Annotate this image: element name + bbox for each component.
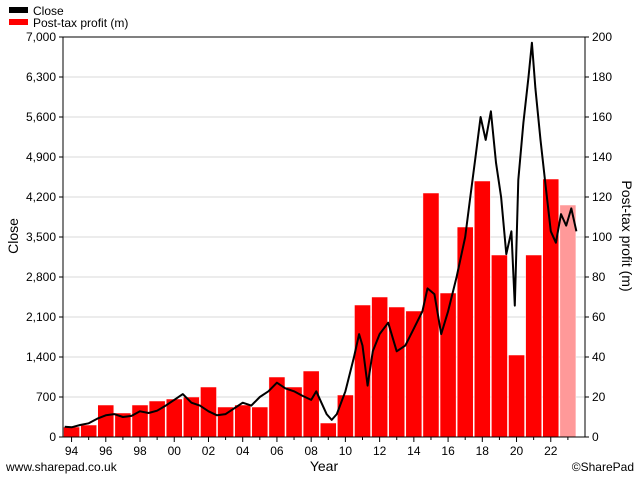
legend-label-close: Close (33, 4, 64, 18)
y-left-tick-label: 2,800 (26, 270, 56, 284)
x-tick-label: 22 (544, 444, 558, 458)
x-tick-label: 94 (65, 444, 79, 458)
y-left-tick-label: 0 (49, 430, 56, 444)
profit-bar (388, 306, 406, 438)
y-right-tick-label: 200 (592, 30, 612, 44)
profit-bar (80, 424, 97, 438)
x-tick-label: 18 (476, 444, 490, 458)
profit-bar (474, 180, 491, 438)
x-tick-label: 10 (339, 444, 353, 458)
profit-bar (371, 296, 388, 438)
y-left-tick-label: 6,300 (26, 70, 56, 84)
close-line-group (64, 41, 578, 429)
x-tick-label: 08 (304, 444, 318, 458)
legend-swatch-close (9, 7, 28, 13)
x-tick-label: 20 (510, 444, 524, 458)
y-right-tick-label: 60 (592, 310, 606, 324)
y-right-tick-label: 20 (592, 390, 606, 404)
x-tick-label: 04 (236, 444, 250, 458)
y-right-tick-label: 0 (592, 430, 599, 444)
profit-bar (525, 254, 542, 438)
legend-swatch-profit (9, 19, 28, 25)
profit-bar (508, 354, 525, 438)
y-right-tick-label: 120 (592, 190, 612, 204)
y-right-tick-label: 100 (592, 230, 612, 244)
y-left-tick-label: 4,900 (26, 150, 56, 164)
profit-bar (302, 370, 320, 438)
footer-website: www.sharepad.co.uk (5, 460, 118, 474)
y-right-tick-label: 80 (592, 270, 606, 284)
x-tick-label: 12 (373, 444, 387, 458)
profit-bar (131, 404, 149, 438)
x-tick-label: 00 (168, 444, 182, 458)
left-axis: 0 700 1,400 2,100 2,800 3,500 4,200 4,900 5,600 6… (26, 30, 63, 444)
y-left-tick-label: 2,100 (26, 310, 56, 324)
profit-bar (251, 406, 269, 438)
profit-bar (319, 422, 337, 438)
x-tick-label: 16 (441, 444, 455, 458)
profit-bar (491, 254, 508, 438)
x-axis: 94 96 98 00 02 04 06 08 10 12 14 16 18 20 22 (65, 437, 569, 458)
y-left-tick-label: 1,400 (26, 350, 56, 364)
y-left-tick-label: 700 (36, 390, 56, 404)
profit-bar (337, 394, 354, 438)
legend: Close Post-tax profit (m) (9, 4, 128, 30)
profit-bar (234, 404, 251, 438)
profit-bar (422, 192, 440, 438)
y-left-tick-label: 3,500 (26, 230, 56, 244)
profit-bar (354, 304, 371, 438)
profit-bar-forecast (559, 204, 577, 438)
footer-copyright: ©SharePad (572, 460, 634, 474)
profit-bar (63, 426, 80, 438)
legend-label-profit: Post-tax profit (m) (33, 16, 128, 30)
x-tick-label: 06 (270, 444, 284, 458)
y-right-tick-label: 180 (592, 70, 612, 84)
x-axis-title: Year (310, 458, 339, 474)
x-tick-label: 98 (133, 444, 147, 458)
x-tick-label: 96 (99, 444, 113, 458)
y-left-tick-label: 7,000 (26, 30, 56, 44)
x-tick-label: 14 (407, 444, 421, 458)
close-line (64, 41, 578, 429)
y-axis-right-title: Post-tax profit (m) (619, 180, 635, 291)
y-left-tick-label: 5,600 (26, 110, 56, 124)
y-right-tick-label: 40 (592, 350, 606, 364)
x-tick-label: 02 (202, 444, 216, 458)
profit-bar (542, 178, 560, 438)
profit-bar (97, 404, 115, 438)
y-right-tick-label: 140 (592, 150, 612, 164)
profit-bars (63, 178, 577, 438)
right-axis: 0 20 40 60 80 100 120 140 160 180 200 (585, 30, 612, 444)
y-right-tick-label: 160 (592, 110, 612, 124)
y-axis-left-title: Close (5, 218, 21, 254)
y-left-tick-label: 4,200 (26, 190, 56, 204)
